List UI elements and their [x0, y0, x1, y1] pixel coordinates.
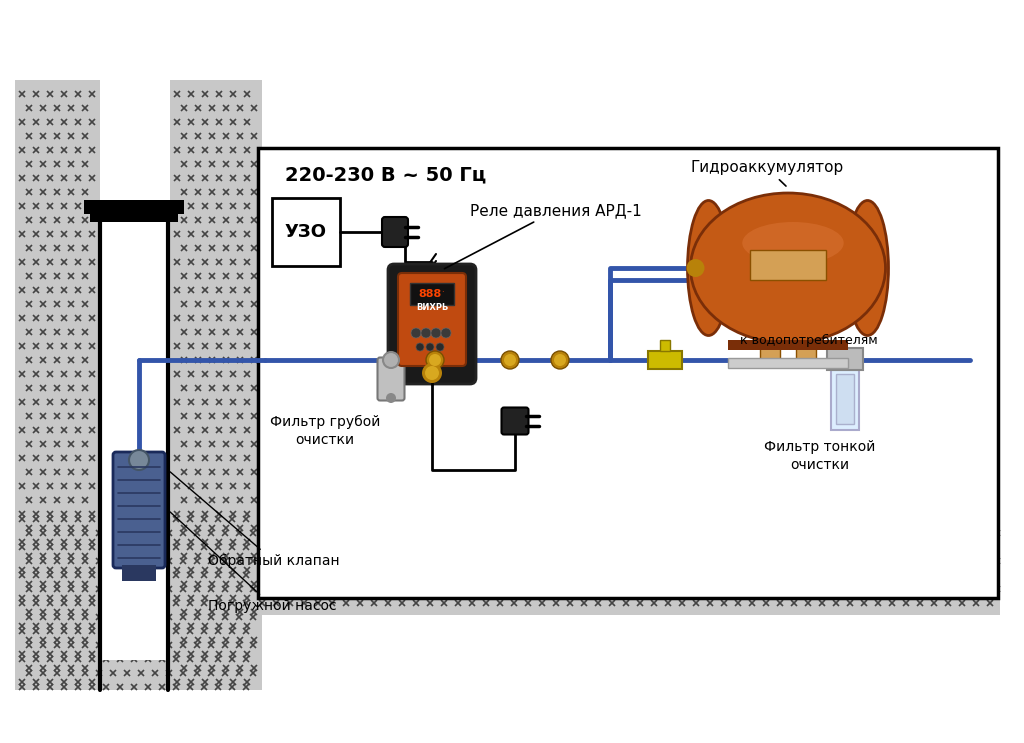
Circle shape	[431, 328, 441, 338]
Circle shape	[425, 366, 439, 380]
Bar	[410, 283, 454, 305]
Bar	[648, 351, 682, 369]
Circle shape	[501, 351, 519, 369]
Text: Фильтр тонкой
очистки: Фильтр тонкой очистки	[764, 440, 876, 473]
Circle shape	[426, 343, 434, 351]
Text: 888: 888	[419, 289, 441, 299]
Circle shape	[421, 328, 431, 338]
Bar	[170, 80, 262, 690]
Circle shape	[129, 450, 150, 470]
Circle shape	[411, 328, 421, 338]
Text: Фильтр грубой
очистки: Фильтр грубой очистки	[269, 415, 380, 447]
Ellipse shape	[847, 201, 889, 336]
Text: 220-230 В ~ 50 Гц: 220-230 В ~ 50 Гц	[285, 166, 486, 184]
Text: УЗО: УЗО	[285, 223, 327, 241]
Bar	[836, 374, 854, 424]
Circle shape	[504, 354, 516, 366]
Circle shape	[441, 328, 451, 338]
Circle shape	[551, 351, 569, 369]
Circle shape	[686, 259, 705, 277]
Bar	[100, 80, 168, 660]
Bar	[831, 370, 859, 430]
Bar	[84, 200, 184, 214]
Circle shape	[383, 352, 399, 368]
Ellipse shape	[687, 201, 729, 336]
Circle shape	[426, 351, 444, 369]
Bar	[122, 565, 156, 581]
Bar	[255, 505, 1000, 615]
Text: Обратный клапан: Обратный клапан	[170, 472, 340, 568]
FancyBboxPatch shape	[378, 357, 404, 400]
Circle shape	[429, 354, 441, 366]
Bar	[728, 340, 848, 350]
FancyBboxPatch shape	[388, 264, 476, 384]
Text: Погружной насос: Погружной насос	[170, 512, 337, 613]
Text: Гидроаккумулятор: Гидроаккумулятор	[690, 160, 843, 186]
Bar	[15, 505, 260, 690]
FancyBboxPatch shape	[502, 407, 528, 435]
Circle shape	[554, 354, 566, 366]
FancyBboxPatch shape	[113, 452, 165, 568]
Bar	[728, 358, 848, 368]
FancyBboxPatch shape	[398, 273, 466, 366]
Text: Реле давления АРД-1: Реле давления АРД-1	[444, 203, 642, 269]
Bar	[750, 250, 826, 280]
Bar	[660, 340, 670, 351]
Text: к водопотребителям: к водопотребителям	[740, 334, 878, 346]
Bar	[827, 348, 863, 370]
Bar	[90, 214, 178, 222]
Bar	[272, 198, 340, 266]
Bar	[15, 80, 100, 690]
Circle shape	[436, 343, 444, 351]
Circle shape	[422, 363, 442, 383]
Bar	[760, 341, 780, 359]
FancyBboxPatch shape	[382, 217, 408, 247]
Text: .: .	[440, 285, 443, 293]
Circle shape	[386, 393, 396, 403]
Ellipse shape	[742, 222, 844, 264]
Bar	[796, 341, 816, 359]
Text: ВИХРЬ: ВИХРЬ	[416, 302, 449, 311]
Circle shape	[416, 343, 424, 351]
Bar	[258, 148, 998, 598]
Ellipse shape	[690, 193, 886, 343]
